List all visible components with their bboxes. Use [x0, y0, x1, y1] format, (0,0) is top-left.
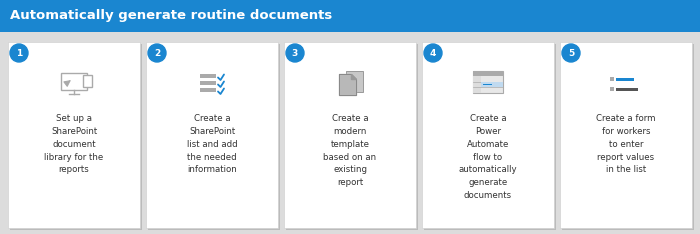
FancyBboxPatch shape — [148, 44, 279, 230]
Polygon shape — [351, 74, 356, 80]
Text: 5: 5 — [568, 48, 574, 58]
FancyBboxPatch shape — [286, 44, 417, 230]
Polygon shape — [340, 74, 356, 95]
Circle shape — [424, 44, 442, 62]
Circle shape — [286, 44, 304, 62]
FancyBboxPatch shape — [560, 42, 692, 228]
Text: Create a
SharePoint
list and add
the needed
information: Create a SharePoint list and add the nee… — [187, 114, 237, 174]
FancyBboxPatch shape — [473, 71, 503, 93]
FancyBboxPatch shape — [422, 42, 554, 228]
Text: Set up a
SharePoint
document
library for the
reports: Set up a SharePoint document library for… — [44, 114, 104, 174]
FancyBboxPatch shape — [346, 70, 363, 91]
FancyBboxPatch shape — [473, 71, 503, 76]
Text: 3: 3 — [292, 48, 298, 58]
FancyBboxPatch shape — [284, 42, 416, 228]
FancyBboxPatch shape — [10, 44, 141, 230]
Text: Create a
Power
Automate
flow to
automatically
generate
documents: Create a Power Automate flow to automati… — [458, 114, 517, 200]
Circle shape — [148, 44, 166, 62]
Circle shape — [10, 44, 28, 62]
FancyBboxPatch shape — [610, 77, 614, 81]
FancyBboxPatch shape — [8, 42, 140, 228]
FancyBboxPatch shape — [200, 81, 216, 85]
FancyBboxPatch shape — [424, 44, 556, 230]
FancyBboxPatch shape — [616, 88, 638, 91]
FancyBboxPatch shape — [610, 87, 614, 91]
Text: Create a
modern
template
based on an
existing
report: Create a modern template based on an exi… — [323, 114, 377, 187]
FancyBboxPatch shape — [0, 0, 700, 32]
FancyBboxPatch shape — [561, 44, 694, 230]
FancyBboxPatch shape — [200, 74, 216, 78]
Text: 2: 2 — [154, 48, 160, 58]
FancyBboxPatch shape — [481, 82, 503, 87]
Text: 1: 1 — [16, 48, 22, 58]
Circle shape — [562, 44, 580, 62]
Text: 4: 4 — [430, 48, 436, 58]
Text: Automatically generate routine documents: Automatically generate routine documents — [10, 10, 332, 22]
Text: Create a form
for workers
to enter
report values
in the list: Create a form for workers to enter repor… — [596, 114, 656, 174]
FancyBboxPatch shape — [483, 84, 492, 85]
FancyBboxPatch shape — [200, 88, 216, 92]
FancyBboxPatch shape — [83, 74, 92, 87]
FancyBboxPatch shape — [473, 76, 481, 93]
FancyBboxPatch shape — [146, 42, 278, 228]
FancyBboxPatch shape — [616, 77, 634, 80]
